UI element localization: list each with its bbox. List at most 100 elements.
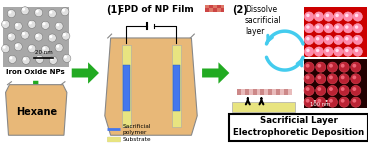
Circle shape: [42, 22, 46, 25]
Circle shape: [325, 37, 329, 40]
Circle shape: [304, 62, 314, 72]
Circle shape: [55, 22, 63, 30]
Circle shape: [355, 14, 358, 17]
Bar: [221, 8, 225, 12]
Circle shape: [306, 49, 310, 52]
Polygon shape: [6, 85, 67, 135]
Text: Hexane: Hexane: [15, 107, 57, 117]
Circle shape: [324, 47, 333, 56]
Bar: [253, 89, 257, 95]
Circle shape: [306, 64, 310, 68]
Circle shape: [324, 35, 333, 45]
Circle shape: [48, 10, 56, 18]
Bar: [205, 8, 209, 12]
Circle shape: [325, 25, 329, 29]
Circle shape: [335, 14, 339, 17]
Circle shape: [8, 34, 11, 37]
Circle shape: [325, 49, 329, 52]
Circle shape: [36, 55, 43, 63]
Circle shape: [345, 25, 349, 29]
Circle shape: [316, 14, 319, 17]
Circle shape: [339, 97, 349, 107]
Text: Sacrificial
polymer: Sacrificial polymer: [122, 124, 151, 135]
Bar: [122, 45, 131, 127]
Text: 20 nm: 20 nm: [35, 50, 53, 56]
Circle shape: [14, 43, 22, 51]
Circle shape: [341, 87, 345, 91]
Circle shape: [8, 10, 15, 18]
Circle shape: [318, 64, 321, 68]
Circle shape: [329, 75, 333, 79]
Circle shape: [49, 35, 53, 38]
Circle shape: [22, 32, 25, 35]
Circle shape: [351, 97, 361, 107]
Circle shape: [306, 75, 310, 79]
Circle shape: [345, 49, 349, 52]
Circle shape: [3, 21, 6, 25]
Circle shape: [304, 97, 314, 107]
Circle shape: [335, 37, 339, 40]
Bar: [213, 5, 217, 8]
Circle shape: [352, 75, 356, 79]
Circle shape: [341, 64, 345, 68]
Bar: [304, 7, 367, 57]
Circle shape: [36, 34, 39, 37]
Circle shape: [316, 85, 326, 96]
Circle shape: [306, 14, 310, 17]
Text: Substrate: Substrate: [122, 137, 151, 142]
Bar: [3, 7, 69, 67]
Circle shape: [329, 64, 333, 68]
Bar: [172, 45, 181, 127]
Circle shape: [334, 24, 343, 33]
Circle shape: [335, 25, 339, 29]
Circle shape: [316, 37, 319, 40]
Text: (2): (2): [232, 5, 248, 15]
Circle shape: [327, 85, 338, 96]
Bar: [257, 89, 260, 95]
Circle shape: [56, 45, 59, 48]
Circle shape: [304, 74, 314, 84]
Circle shape: [324, 24, 333, 33]
Circle shape: [29, 21, 32, 25]
Circle shape: [56, 23, 59, 26]
Bar: [217, 8, 221, 12]
Circle shape: [343, 47, 353, 56]
Circle shape: [352, 64, 356, 68]
Bar: [260, 89, 264, 95]
Circle shape: [353, 24, 363, 33]
Circle shape: [36, 10, 39, 13]
Circle shape: [314, 47, 324, 56]
Bar: [213, 8, 217, 12]
Circle shape: [35, 9, 43, 17]
Circle shape: [28, 20, 36, 28]
Circle shape: [2, 20, 9, 28]
Bar: [237, 89, 241, 95]
Bar: [173, 65, 180, 111]
FancyBboxPatch shape: [229, 114, 369, 141]
Circle shape: [339, 85, 349, 96]
Circle shape: [318, 87, 321, 91]
Circle shape: [316, 49, 319, 52]
Circle shape: [3, 46, 6, 49]
Bar: [217, 5, 221, 8]
Circle shape: [306, 37, 310, 40]
Circle shape: [8, 55, 16, 63]
Bar: [123, 65, 130, 111]
Circle shape: [42, 21, 50, 29]
Circle shape: [318, 75, 321, 79]
Polygon shape: [72, 62, 99, 84]
Circle shape: [35, 33, 43, 41]
Text: Dissolve
sacrificial
layer: Dissolve sacrificial layer: [245, 5, 282, 36]
Circle shape: [343, 35, 353, 45]
Circle shape: [355, 49, 358, 52]
Circle shape: [339, 74, 349, 84]
Circle shape: [64, 55, 67, 59]
Circle shape: [42, 47, 46, 50]
Polygon shape: [29, 81, 42, 94]
Text: 100 nm: 100 nm: [310, 102, 330, 107]
Circle shape: [304, 24, 314, 33]
Circle shape: [15, 23, 19, 26]
Circle shape: [327, 74, 338, 84]
Bar: [280, 89, 284, 95]
Text: Sacrificial Layer
Electrophoretic Deposition: Sacrificial Layer Electrophoretic Deposi…: [233, 116, 364, 137]
